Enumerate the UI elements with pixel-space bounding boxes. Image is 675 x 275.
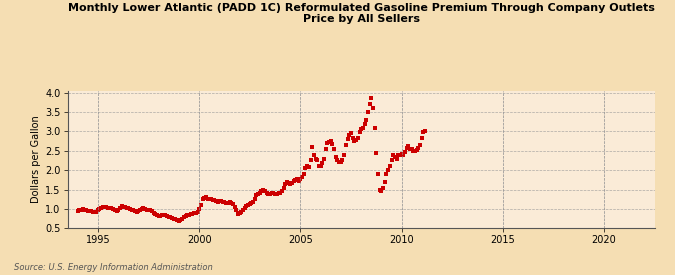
- Text: Source: U.S. Energy Information Administration: Source: U.S. Energy Information Administ…: [14, 263, 212, 272]
- Y-axis label: Dollars per Gallon: Dollars per Gallon: [31, 116, 41, 204]
- Text: Monthly Lower Atlantic (PADD 1C) Reformulated Gasoline Premium Through Company O: Monthly Lower Atlantic (PADD 1C) Reformu…: [68, 3, 655, 24]
